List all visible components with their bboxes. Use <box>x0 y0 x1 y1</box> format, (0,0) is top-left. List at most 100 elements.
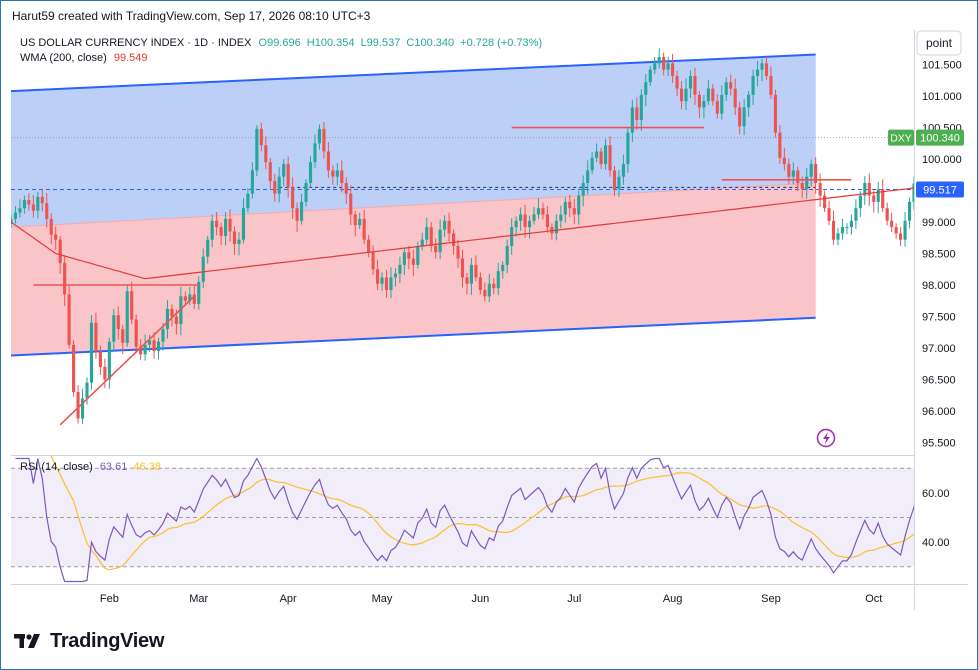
candle-body <box>586 170 590 183</box>
candle-body <box>161 329 165 342</box>
candle-body <box>27 200 31 205</box>
rsi-axis-labels[interactable]: 60.00 40.00 <box>922 488 950 549</box>
candle-body <box>840 227 845 234</box>
candle-body <box>313 143 317 163</box>
candle-body <box>831 220 836 240</box>
channel-midline[interactable] <box>11 182 816 228</box>
candle-body <box>371 252 375 270</box>
price-tick-label: 96.500 <box>922 374 956 386</box>
candle-body <box>773 94 777 133</box>
candle-body <box>94 322 98 352</box>
wma-label: WMA (200, close) <box>20 52 107 64</box>
tradingview-logo-icon <box>14 634 40 648</box>
candle-body <box>291 187 295 209</box>
rsi-label: RSI (14, close) <box>20 461 93 473</box>
price-legend[interactable]: US DOLLAR CURRENCY INDEX · 1D · INDEX O9… <box>20 37 542 49</box>
ticker-tag-background <box>888 129 914 146</box>
candle-body <box>438 229 442 253</box>
rsi-line[interactable] <box>15 457 919 583</box>
candle-body <box>206 239 210 257</box>
wma-line[interactable] <box>11 187 919 280</box>
tradingview-logo[interactable]: TradingView <box>14 626 164 656</box>
candle-body <box>174 316 178 325</box>
rsi-legend[interactable]: RSI (14, close) 63.61 46.38 <box>20 461 161 473</box>
candle-body <box>250 170 254 194</box>
candle-body <box>733 88 737 108</box>
last-price-tag[interactable]: DXY 100.340 <box>888 129 964 146</box>
candle-body <box>890 220 894 228</box>
candle-body <box>523 214 527 228</box>
candle-body <box>255 128 259 171</box>
candle-body <box>626 132 630 165</box>
price-tick-label: 97.500 <box>922 311 956 323</box>
drawing-lines[interactable] <box>33 126 852 426</box>
candle-body <box>608 145 612 171</box>
candle-body <box>760 63 764 70</box>
candle-body <box>881 189 885 209</box>
candle-body <box>188 294 192 301</box>
price-axis-labels[interactable]: 101.500101.000100.500100.00099.50099.000… <box>922 60 962 450</box>
time-tick-label: Feb <box>100 593 119 605</box>
candle-body <box>912 183 914 202</box>
candlestick-series[interactable] <box>9 48 920 425</box>
ticker-tag: DXY <box>890 133 912 145</box>
time-tick-label: Jun <box>472 593 490 605</box>
candle-body <box>787 164 791 177</box>
candle-body <box>639 94 643 121</box>
candle-body <box>907 201 912 221</box>
candle-body <box>711 88 715 102</box>
channel-upper-trendline[interactable] <box>11 53 816 93</box>
last-price-value: 100.340 <box>920 133 960 145</box>
candle-body <box>460 258 465 278</box>
candle-body <box>675 75 679 89</box>
candle-body <box>559 214 563 221</box>
lightning-icon[interactable] <box>816 428 836 448</box>
candle-body <box>706 88 710 102</box>
candle-body <box>657 57 661 64</box>
candle-body <box>358 218 362 226</box>
candle-body <box>349 193 353 215</box>
candle-body <box>416 245 420 265</box>
wma-legend[interactable]: WMA (200, close) 99.549 <box>20 52 148 64</box>
rsi-tick-label: 40.00 <box>922 537 950 549</box>
candle-body <box>407 252 411 259</box>
scale-mode-button[interactable] <box>916 30 962 56</box>
wma-price-tag[interactable]: 99.517 <box>916 181 964 198</box>
candle-body <box>545 214 550 228</box>
candle-body <box>367 239 371 253</box>
candle-body <box>563 201 567 215</box>
rsi-ma-value: 46.38 <box>133 461 161 473</box>
candle-body <box>693 75 697 95</box>
candle-body <box>653 63 657 70</box>
candle-body <box>40 196 44 204</box>
candle-body <box>331 170 335 177</box>
candle-body <box>666 63 670 70</box>
candle-body <box>590 157 594 171</box>
time-axis-labels[interactable]: Feb Mar Apr May Jun Jul Aug Sep Oct <box>100 593 882 605</box>
candle-body <box>31 204 35 211</box>
candle-body <box>434 245 438 253</box>
candle-body <box>125 291 129 343</box>
close-value: C100.340 <box>406 37 454 49</box>
candle-body <box>800 183 804 190</box>
candle-body <box>805 176 809 190</box>
candle-body <box>577 195 581 215</box>
time-tick-label: Oct <box>865 593 882 605</box>
time-tick-label: Apr <box>280 593 297 605</box>
candle-body <box>165 308 170 330</box>
candle-body <box>286 164 290 188</box>
candle-body <box>304 183 308 202</box>
candle-body <box>72 344 76 393</box>
candle-body <box>130 291 134 320</box>
candle-body <box>411 258 415 265</box>
candle-body <box>501 264 505 272</box>
candle-body <box>688 75 693 89</box>
candle-body <box>671 63 675 76</box>
candle-body <box>197 281 201 304</box>
candle-body <box>782 157 786 165</box>
candle-body <box>796 170 800 183</box>
candle-body <box>729 82 733 89</box>
candle-body <box>22 200 26 209</box>
candle-body <box>139 346 143 355</box>
